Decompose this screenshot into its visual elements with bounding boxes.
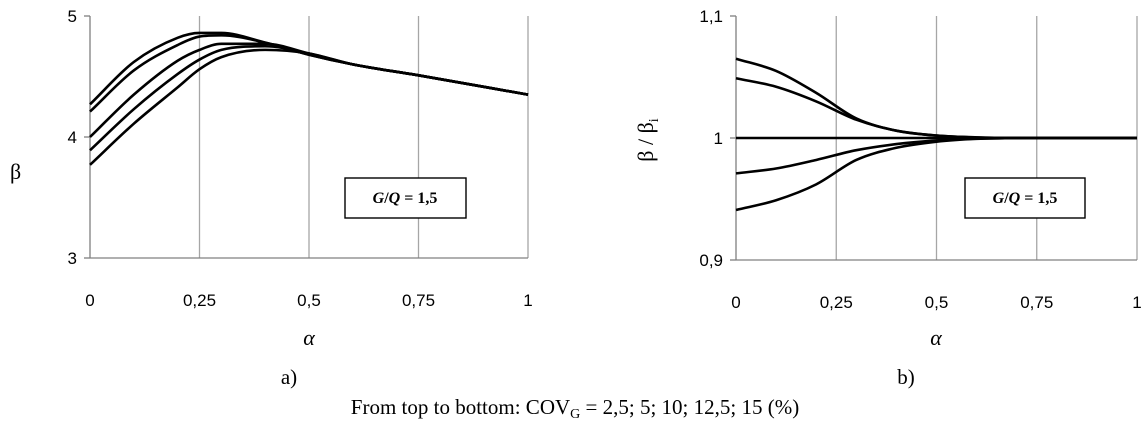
chart-b-x-tick-labels: 0 0,25 0,5 0,75 1	[731, 293, 1141, 312]
caption-suffix: = 2,5; 5; 10; 12,5; 15 (%)	[580, 395, 799, 419]
annotation-slash: /	[383, 190, 389, 207]
b-y-tick-label: 1	[714, 129, 723, 148]
annotation-var-g: G	[993, 190, 1005, 207]
chart-a-y-tick-labels: 5 4 3	[68, 7, 77, 268]
annotation-value: = 1,5	[400, 190, 437, 207]
chart-b-panel-label: b)	[897, 365, 915, 389]
chart-b-annotation-text: G/Q = 1,5	[993, 190, 1058, 207]
chart-a-annotation-text: G/Q = 1,5	[373, 190, 438, 207]
chart-b-annotation-frame	[964, 177, 1086, 219]
b-x-tick-label: 0,25	[820, 293, 853, 312]
figure-caption: From top to bottom: COVG = 2,5; 5; 10; 1…	[351, 395, 799, 422]
b-x-tick-label: 0,75	[1020, 293, 1053, 312]
b-y-tick-label: 1,1	[699, 7, 723, 26]
chart-a-gridlines	[198, 16, 529, 258]
b-x-tick-label: 0	[731, 293, 740, 312]
caption-subscript: G	[570, 407, 580, 422]
a-series-line-5	[89, 48, 529, 166]
chart-a-x-tick-labels: 0 0,25 0,5 0,75 1	[85, 291, 532, 310]
annotation-var-q: Q	[389, 190, 401, 207]
a-x-tick-label: 0	[85, 291, 94, 310]
caption-prefix: From top to bottom: COV	[351, 395, 570, 419]
a-x-tick-label: 0,75	[402, 291, 435, 310]
b-x-tick-label: 0,5	[925, 293, 949, 312]
annotation-value: = 1,5	[1020, 190, 1057, 207]
chart-b-annotation-box: G/Q = 1,5	[964, 177, 1086, 219]
annotation-var-q: Q	[1009, 190, 1021, 207]
chart-b-x-axis-label: α	[930, 325, 942, 350]
annotation-slash: /	[1003, 190, 1009, 207]
chart-a-series-group	[89, 31, 529, 166]
a-y-tick-label: 3	[68, 249, 77, 268]
a-y-tick-label: 5	[68, 7, 77, 26]
b-x-tick-label: 1	[1132, 293, 1141, 312]
chart-b-y-axis-label-main: β / β	[633, 122, 658, 162]
chart-a: 5 4 3 0 0,25 0,5 0,75 1 β α G/Q = 1,5 a)	[10, 7, 533, 389]
chart-b-y-axis-label-text: β / βi	[633, 118, 662, 162]
b-series-line-5	[735, 136, 1137, 212]
chart-b-y-axis-label-subscript: i	[647, 118, 662, 122]
chart-a-y-axis-label: β	[10, 159, 21, 184]
annotation-var-g: G	[373, 190, 385, 207]
chart-a-y-tick-marks	[84, 15, 90, 259]
chart-b-series-group	[735, 57, 1137, 212]
chart-a-annotation-box: G/Q = 1,5	[344, 177, 467, 219]
chart-a-x-axis-label: α	[303, 325, 315, 350]
a-x-tick-label: 0,5	[297, 291, 321, 310]
chart-b: 1,1 1 0,9 0 0,25 0,5 0,75 1 β / βi α G/Q = 1,5…	[633, 7, 1142, 389]
a-y-tick-label: 4	[68, 128, 77, 147]
chart-b-y-tick-marks	[730, 15, 736, 261]
a-x-tick-label: 0,25	[183, 291, 216, 310]
chart-b-y-tick-labels: 1,1 1 0,9	[699, 7, 723, 270]
a-x-tick-label: 1	[523, 291, 532, 310]
chart-b-y-axis-label: β / βi	[633, 118, 662, 162]
chart-a-panel-label: a)	[281, 365, 297, 389]
chart-a-annotation-frame	[344, 177, 467, 219]
b-y-tick-label: 0,9	[699, 251, 723, 270]
